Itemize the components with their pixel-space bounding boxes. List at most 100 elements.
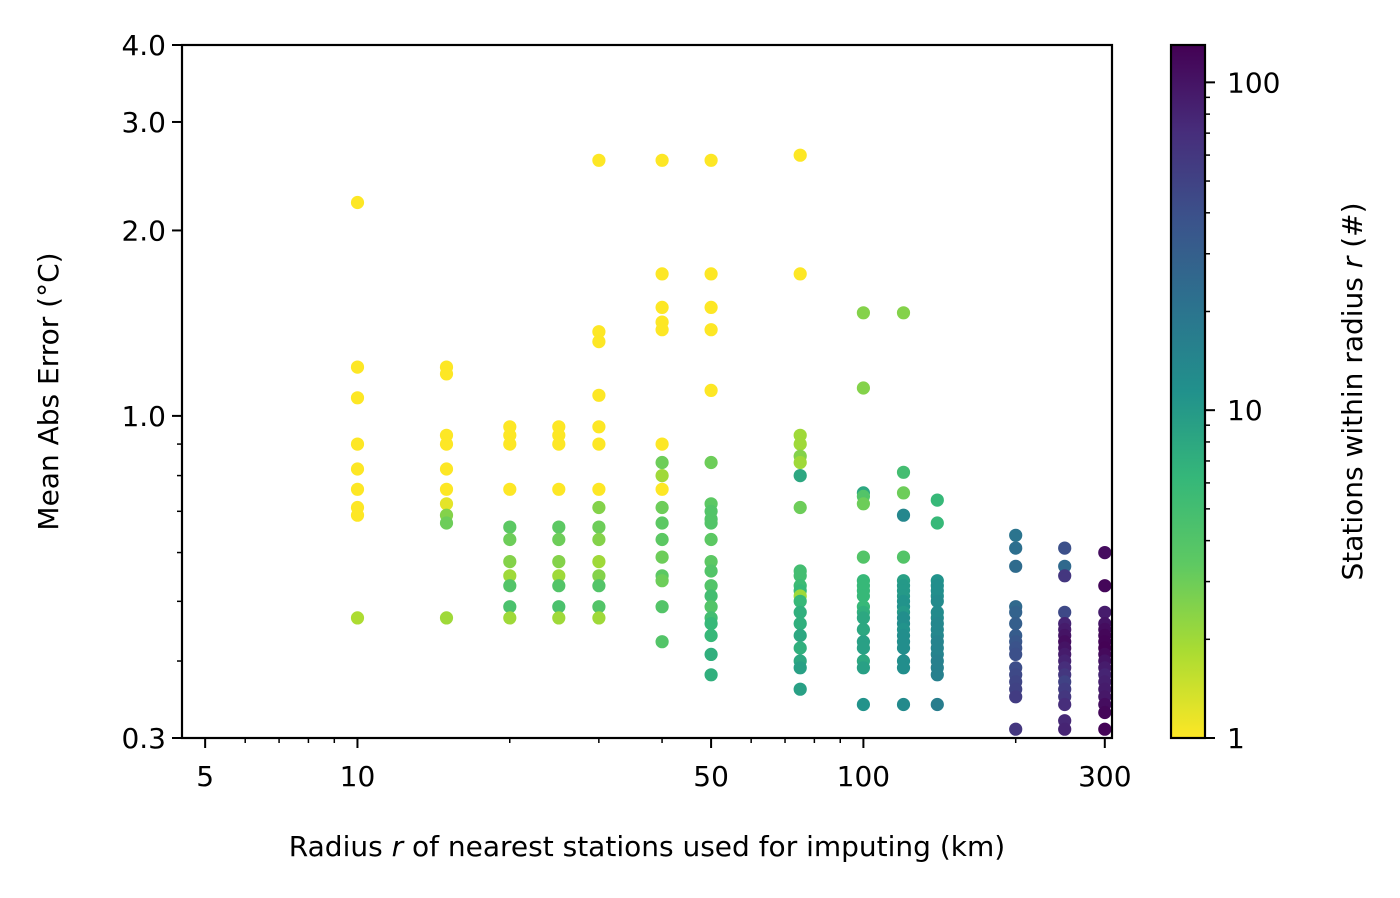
data-point (439, 482, 454, 496)
data-point (439, 367, 454, 381)
data-point (439, 497, 454, 511)
data-point (930, 697, 944, 712)
y-tick-label: 4.0 (121, 29, 166, 62)
data-point (439, 516, 454, 530)
data-point (704, 589, 718, 603)
data-point (592, 569, 606, 583)
data-point (856, 550, 871, 564)
data-point (793, 661, 807, 675)
data-point (856, 661, 871, 675)
colorbar-frame (1169, 43, 1207, 740)
data-point (856, 697, 871, 712)
data-point (655, 482, 669, 496)
data-point (793, 455, 807, 470)
data-point (1098, 579, 1112, 593)
data-point (350, 462, 365, 476)
data-point (592, 520, 606, 534)
colorbar-tick-label: 10 (1227, 394, 1263, 427)
data-point (350, 611, 365, 625)
data-point (704, 668, 718, 682)
data-point (793, 267, 807, 281)
data-point (655, 600, 669, 614)
data-point (856, 381, 871, 395)
data-point (704, 555, 718, 569)
data-point (350, 195, 365, 210)
data-point (1058, 697, 1072, 712)
data-point (896, 306, 911, 320)
data-point (856, 641, 871, 655)
data-point (1098, 605, 1112, 619)
data-point (704, 647, 718, 662)
data-point (793, 437, 807, 451)
data-point (793, 682, 807, 696)
data-point (503, 532, 517, 547)
data-point (930, 668, 944, 682)
data-point (592, 482, 606, 496)
data-point (503, 600, 517, 614)
data-point (350, 508, 365, 522)
data-point (1009, 690, 1023, 704)
data-point (704, 628, 718, 643)
data-point (655, 574, 669, 588)
colorbar-gradient (1171, 45, 1205, 738)
data-point (704, 383, 718, 397)
data-point (552, 611, 566, 625)
data-point (896, 641, 911, 655)
data-point (1058, 605, 1072, 619)
data-point (1009, 541, 1023, 555)
y-tick-label: 0.3 (121, 722, 166, 755)
data-point (552, 579, 566, 593)
data-point (793, 617, 807, 631)
data-point (592, 600, 606, 614)
data-point (655, 532, 669, 547)
data-point (503, 611, 517, 625)
colorbar-tick-label: 100 (1227, 66, 1280, 99)
data-point (1058, 541, 1072, 555)
data-point (439, 437, 454, 451)
data-point (552, 555, 566, 569)
x-tick-label: 50 (693, 760, 729, 793)
data-point (552, 437, 566, 451)
data-point (930, 493, 944, 507)
data-point (896, 661, 911, 675)
data-point (592, 335, 606, 349)
data-point (350, 391, 365, 405)
data-point (793, 469, 807, 483)
data-point (856, 497, 871, 511)
data-point (1009, 617, 1023, 631)
data-point (503, 555, 517, 569)
data-point (704, 600, 718, 614)
data-point (655, 550, 669, 564)
data-point (704, 300, 718, 314)
data-point (856, 589, 871, 603)
data-point (552, 532, 566, 547)
data-point (704, 532, 718, 547)
data-point (704, 267, 718, 281)
data-point (503, 437, 517, 451)
data-point (896, 697, 911, 712)
data-point (655, 500, 669, 515)
scatter-points (350, 148, 1112, 736)
data-point (793, 500, 807, 515)
data-point (856, 306, 871, 320)
colorbar: 1 10 100 (1169, 43, 1280, 755)
data-point (592, 611, 606, 625)
colorbar-tick-label: 1 (1227, 722, 1245, 755)
data-point (930, 594, 944, 608)
data-point (655, 455, 669, 470)
x-tick-label: 100 (837, 760, 890, 793)
data-point (896, 486, 911, 500)
y-tick-label: 2.0 (121, 214, 166, 247)
y-axis-label: Mean Abs Error (°C) (32, 252, 65, 530)
data-point (439, 611, 454, 625)
colorbar-label: Stations within radius r (#) (1336, 202, 1369, 580)
data-point (793, 605, 807, 619)
data-point (655, 153, 669, 167)
data-point (856, 622, 871, 637)
data-point (350, 482, 365, 496)
plot-frame (180, 43, 1114, 740)
data-point (1058, 569, 1072, 583)
x-axis-label: Radius r of nearest stations used for im… (289, 830, 1005, 863)
data-point (592, 532, 606, 547)
